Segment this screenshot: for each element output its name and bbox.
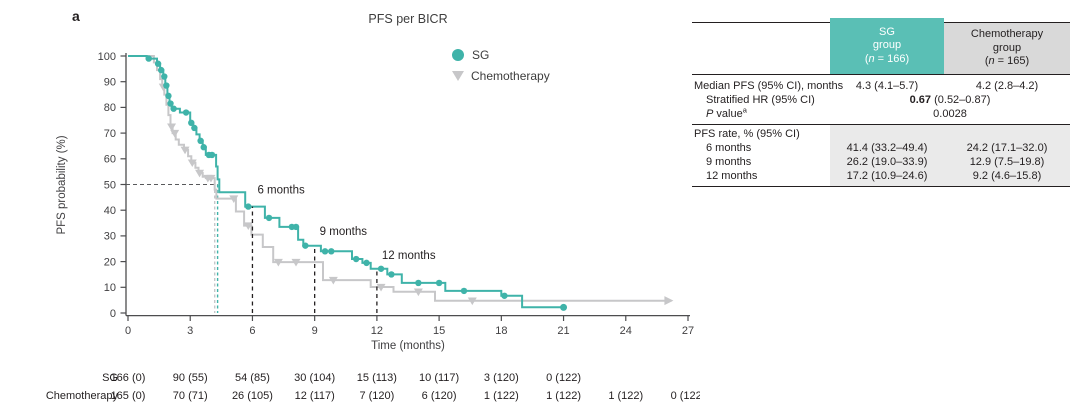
p-value-label: P valuea: [692, 106, 830, 125]
svg-text:40: 40: [104, 205, 116, 217]
svg-text:0: 0: [125, 325, 131, 337]
svg-text:3 (120): 3 (120): [484, 372, 519, 384]
svg-text:3: 3: [187, 325, 193, 337]
sg-header-line1: SG: [879, 25, 895, 38]
svg-text:54 (85): 54 (85): [235, 372, 270, 384]
summary-table-grid: SG group (n = 166) Chemotherapy group (n…: [692, 18, 1070, 187]
annotation-12-months: 12 months: [382, 250, 436, 262]
svg-text:100: 100: [98, 51, 116, 63]
header-empty-cell: [692, 18, 830, 75]
legend: SG Chemotherapy: [452, 44, 550, 86]
chemotherapy-column-header: Chemotherapy group (n = 165): [944, 18, 1070, 75]
svg-text:6 (120): 6 (120): [422, 390, 457, 402]
svg-text:15 (113): 15 (113): [357, 372, 397, 384]
chemo-header-n: (n = 165): [984, 55, 1030, 68]
y-axis-title: PFS probability (%): [56, 135, 68, 235]
rate-12mo-sg-value: 17.2 (10.9–24.6): [830, 169, 944, 187]
svg-text:1 (122): 1 (122): [546, 390, 581, 402]
rate-9mo-sg-value: 26.2 (19.0–33.9): [830, 155, 944, 169]
sg-curve: [128, 55, 568, 311]
svg-text:165 (0): 165 (0): [111, 390, 146, 402]
svg-text:90 (55): 90 (55): [173, 372, 208, 384]
svg-text:26 (105): 26 (105): [232, 390, 273, 402]
svg-text:7 (120): 7 (120): [359, 390, 394, 402]
pfs-rate-chemo-empty: [944, 125, 1070, 141]
median-reference-lines: [126, 183, 219, 313]
annotation-6-months: 6 months: [257, 185, 305, 197]
svg-text:60: 60: [104, 154, 116, 166]
chart-title: PFS per BICR: [368, 12, 448, 26]
svg-text:21: 21: [557, 325, 569, 337]
panel-label: a: [72, 8, 80, 24]
svg-text:1 (122): 1 (122): [608, 390, 643, 402]
at-risk-row-label: Chemotherapy: [46, 390, 119, 402]
legend-item-chemotherapy: Chemotherapy: [452, 65, 550, 86]
svg-text:0: 0: [110, 308, 116, 320]
svg-text:30 (104): 30 (104): [294, 372, 335, 384]
chemotherapy-curve: [128, 55, 674, 306]
chemotherapy-triangle-marker-icon: [452, 70, 464, 81]
svg-text:10 (117): 10 (117): [419, 372, 459, 384]
pfs-rate-sg-empty: [830, 125, 944, 141]
stratified-hr-label: Stratified HR (95% CI): [706, 94, 815, 106]
svg-text:20: 20: [104, 256, 116, 268]
svg-text:12 (117): 12 (117): [295, 390, 335, 402]
sg-header-line2: group: [872, 39, 902, 52]
sg-header-n: (n = 166): [864, 52, 910, 65]
median-pfs-sg-value: 4.3 (4.1–5.7): [855, 80, 919, 92]
svg-text:30: 30: [104, 231, 116, 243]
legend-label-chemotherapy: Chemotherapy: [471, 68, 550, 83]
at-risk-row-label: SG: [102, 372, 118, 384]
svg-text:70: 70: [104, 128, 116, 140]
chemo-header-line2: group: [992, 41, 1022, 54]
x-axis-title: Time (months): [371, 340, 445, 352]
rate-6mo-sg-value: 41.4 (33.2–49.4): [830, 141, 944, 155]
svg-text:12: 12: [371, 325, 383, 337]
km-survival-chart: 0 10 20 30 40 50 60 70 80 90 100 0 3 6 9 12 15 18 21 24 27 6 …: [46, 51, 706, 402]
legend-label-sg: SG: [472, 47, 490, 62]
rate-12mo-label: 12 months: [692, 169, 830, 187]
rate-6mo-label: 6 months: [706, 142, 752, 154]
legend-item-sg: SG: [452, 44, 550, 65]
svg-text:0 (122): 0 (122): [546, 372, 581, 384]
p-value-value: 0.0028: [830, 107, 1070, 125]
sg-column-header: SG group (n = 166): [830, 18, 944, 75]
svg-text:18: 18: [495, 325, 507, 337]
rate-9mo-chemo-value: 12.9 (7.5–19.8): [944, 155, 1070, 169]
svg-text:70 (71): 70 (71): [173, 390, 208, 402]
pfs-rate-label: PFS rate, % (95% CI): [694, 128, 800, 140]
svg-text:0 (122): 0 (122): [671, 390, 700, 402]
svg-text:9: 9: [312, 325, 318, 337]
median-pfs-chemo-value: 4.2 (2.8–4.2): [975, 80, 1039, 92]
stratified-hr-value: 0.67 (0.52–0.87): [909, 94, 991, 106]
rate-6mo-chemo-value: 24.2 (17.1–32.0): [944, 141, 1070, 155]
svg-text:10: 10: [104, 282, 116, 294]
axes: 0 10 20 30 40 50 60 70 80 90 100 0 3 6 9 12 15 18 21 24 27: [98, 51, 694, 337]
rate-12mo-chemo-value: 9.2 (4.6–15.8): [944, 169, 1070, 187]
svg-text:6: 6: [249, 325, 255, 337]
svg-text:24: 24: [620, 325, 632, 337]
svg-text:1 (122): 1 (122): [484, 390, 519, 402]
svg-text:27: 27: [682, 325, 694, 337]
svg-text:90: 90: [104, 77, 116, 89]
svg-text:15: 15: [433, 325, 445, 337]
chemo-header-line1: Chemotherapy: [970, 28, 1044, 41]
rate-9mo-label: 9 months: [706, 156, 752, 168]
summary-table: SG group (n = 166) Chemotherapy group (n…: [692, 18, 1070, 187]
timepoint-reference-lines: 6 months 9 months 12 months: [251, 185, 436, 313]
svg-text:166 (0): 166 (0): [111, 372, 146, 384]
svg-text:50: 50: [104, 179, 116, 191]
sg-circle-marker-icon: [452, 48, 464, 61]
annotation-9-months: 9 months: [320, 226, 368, 238]
median-pfs-label: Median PFS (95% CI), months: [694, 80, 844, 92]
svg-text:80: 80: [104, 102, 116, 114]
